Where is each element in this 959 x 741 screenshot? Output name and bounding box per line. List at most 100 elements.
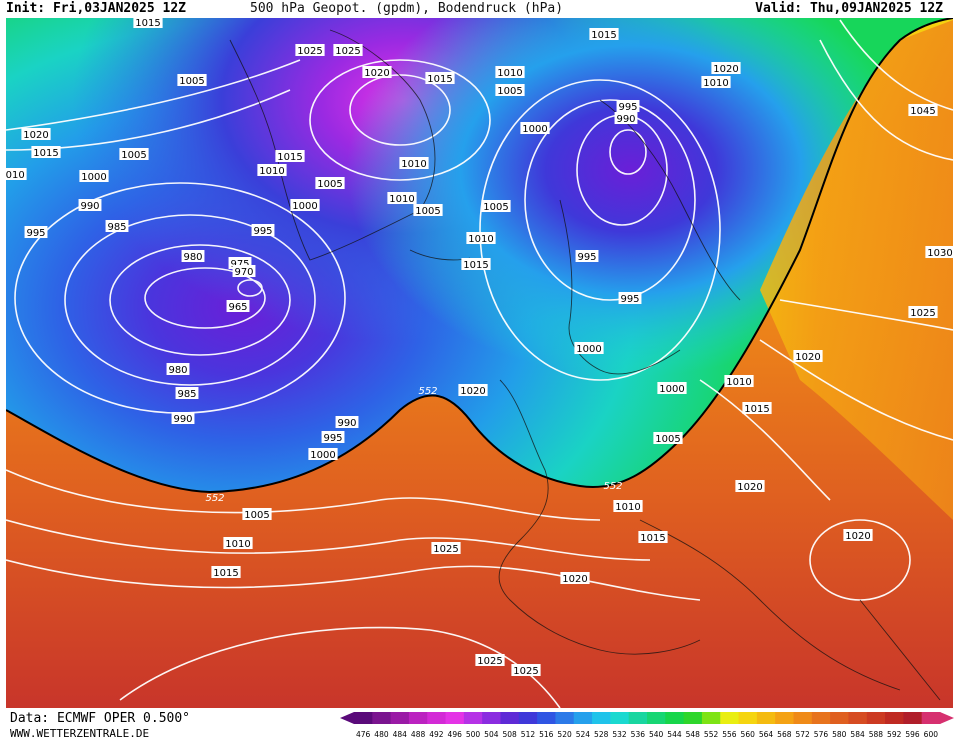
colorbar-tick-label: 592 — [887, 730, 902, 739]
isobar-label-bg — [431, 542, 461, 554]
isobar-label: 995 — [620, 294, 639, 305]
colorbar-tick-label: 516 — [539, 730, 554, 739]
isobar-label-bg — [308, 448, 338, 460]
isobar-label-bg — [333, 44, 363, 56]
isobar-label: 1000 — [81, 172, 106, 183]
isobar-label: 995 — [26, 228, 45, 239]
isobar-label-bg — [295, 44, 325, 56]
header-bar: Init: Fri,03JAN2025 12Z 500 hPa Geopot. … — [0, 0, 959, 18]
geopotential-label: 552 — [205, 493, 224, 504]
colorbar-swatch — [445, 712, 465, 724]
isobar-label-bg — [925, 246, 953, 258]
colorbar-swatch — [738, 712, 758, 724]
isobar-label: 1020 — [845, 531, 870, 542]
colorbar-tick-label: 524 — [576, 730, 591, 739]
isobar-label-bg — [843, 529, 873, 541]
warm-airmass-east — [760, 20, 953, 520]
isobar-label-bg — [481, 200, 511, 212]
isobar-label-bg — [560, 572, 590, 584]
isobar-label-bg — [475, 654, 505, 666]
colorbar-swatch — [372, 712, 392, 724]
isobar-label: 975 — [230, 259, 249, 270]
isobar-label: 995 — [253, 226, 272, 237]
colorbar-tick-label: 544 — [667, 730, 682, 739]
isobar-label: 1020 — [562, 574, 587, 585]
isobar-label: 1020 — [795, 352, 820, 363]
isobar-label-bg — [495, 66, 525, 78]
isobar-label: 985 — [177, 389, 196, 400]
colorbar-swatch — [885, 712, 904, 724]
colorbar-tick-label: 600 — [924, 730, 939, 739]
colorbar-swatch — [866, 712, 886, 724]
isobar-label-bg — [211, 566, 241, 578]
isobar-label: 995 — [618, 102, 637, 113]
isobar-label: 1015 — [640, 533, 665, 544]
isobar-label: 995 — [323, 433, 342, 444]
warm-airmass-south — [6, 18, 953, 708]
isobar-label: 1025 — [477, 656, 502, 667]
colorbar-swatch — [354, 712, 373, 724]
isobar-label-bg — [742, 402, 772, 414]
website-label: WWW.WETTERZENTRALE.DE — [10, 727, 150, 740]
isobar-label: 1025 — [297, 46, 322, 57]
isobar-label: 1030 — [927, 248, 952, 259]
isobar-label-bg — [614, 112, 638, 124]
isobar-label: 1015 — [427, 74, 452, 85]
colorbar-swatch — [848, 712, 868, 724]
isobar-label-bg — [908, 306, 938, 318]
isobar-label: 1020 — [23, 130, 48, 141]
isobar-label-bg — [613, 500, 643, 512]
isobar-label: 1015 — [33, 148, 58, 159]
isobar-labels: 1015100510201015100510101000990985995980… — [6, 18, 953, 677]
isobar-label: 970 — [234, 267, 253, 278]
chart-title: 500 hPa Geopot. (gpdm), Bodendruck (hPa) — [250, 1, 564, 16]
isobar-label: 1005 — [121, 150, 146, 161]
colorbar-tick-label: 520 — [557, 730, 572, 739]
colorbar-swatch — [793, 712, 813, 724]
isobar-label-bg — [78, 199, 102, 211]
isobar-label: 1005 — [415, 206, 440, 217]
isobar-label-bg — [458, 384, 488, 396]
colorbar-tick-label: 532 — [612, 730, 627, 739]
colorbar-tick-label: 488 — [411, 730, 426, 739]
colorbar-tick-label: 560 — [741, 730, 756, 739]
isobar-label: 1025 — [910, 308, 935, 319]
isobar-label: 1020 — [460, 386, 485, 397]
isobar-label-bg — [362, 66, 392, 78]
isobar-label-bg — [701, 76, 731, 88]
colorbar-swatch — [390, 712, 410, 724]
isobar-label-bg — [290, 199, 320, 211]
isobar-label: 1000 — [522, 124, 547, 135]
isobar-label: 1010 — [401, 159, 426, 170]
colorbar-swatch — [701, 712, 721, 724]
colorbar-swatch — [756, 712, 776, 724]
isobar-label: 990 — [337, 418, 356, 429]
init-time: Init: Fri,03JAN2025 12Z — [6, 1, 187, 16]
colorbar-tick-label: 556 — [722, 730, 737, 739]
isobar-label-bg — [119, 148, 149, 160]
colorbar-tick-label: 572 — [795, 730, 810, 739]
isobar-label: 1025 — [433, 544, 458, 555]
isobar-label-bg — [618, 292, 642, 304]
isobar-label-bg — [793, 350, 823, 362]
colorbar-tick-label: 484 — [393, 730, 408, 739]
colorbar-tick-label: 496 — [448, 730, 463, 739]
isobar-label: 1005 — [497, 86, 522, 97]
isobar-label-bg — [175, 387, 199, 399]
isobar-label-bg — [251, 224, 275, 236]
isobar-label-bg — [275, 150, 305, 162]
isobar-label-bg — [724, 375, 754, 387]
colorbar-tick-label: 492 — [429, 730, 444, 739]
isobar-label: 1010 — [389, 194, 414, 205]
colorbar-swatch — [573, 712, 593, 724]
isobar-label: 1025 — [335, 46, 360, 57]
isobar-label-bg — [24, 226, 48, 238]
colorbar-swatch — [830, 712, 849, 724]
isobar-label: 1015 — [463, 260, 488, 271]
isobar-label: 1010 — [703, 78, 728, 89]
colorbar-swatch — [592, 712, 611, 724]
colorbar-swatch — [683, 712, 703, 724]
isobar-label-bg — [653, 432, 683, 444]
isobar-label-bg — [257, 164, 287, 176]
isobar-label-bg — [413, 204, 443, 216]
